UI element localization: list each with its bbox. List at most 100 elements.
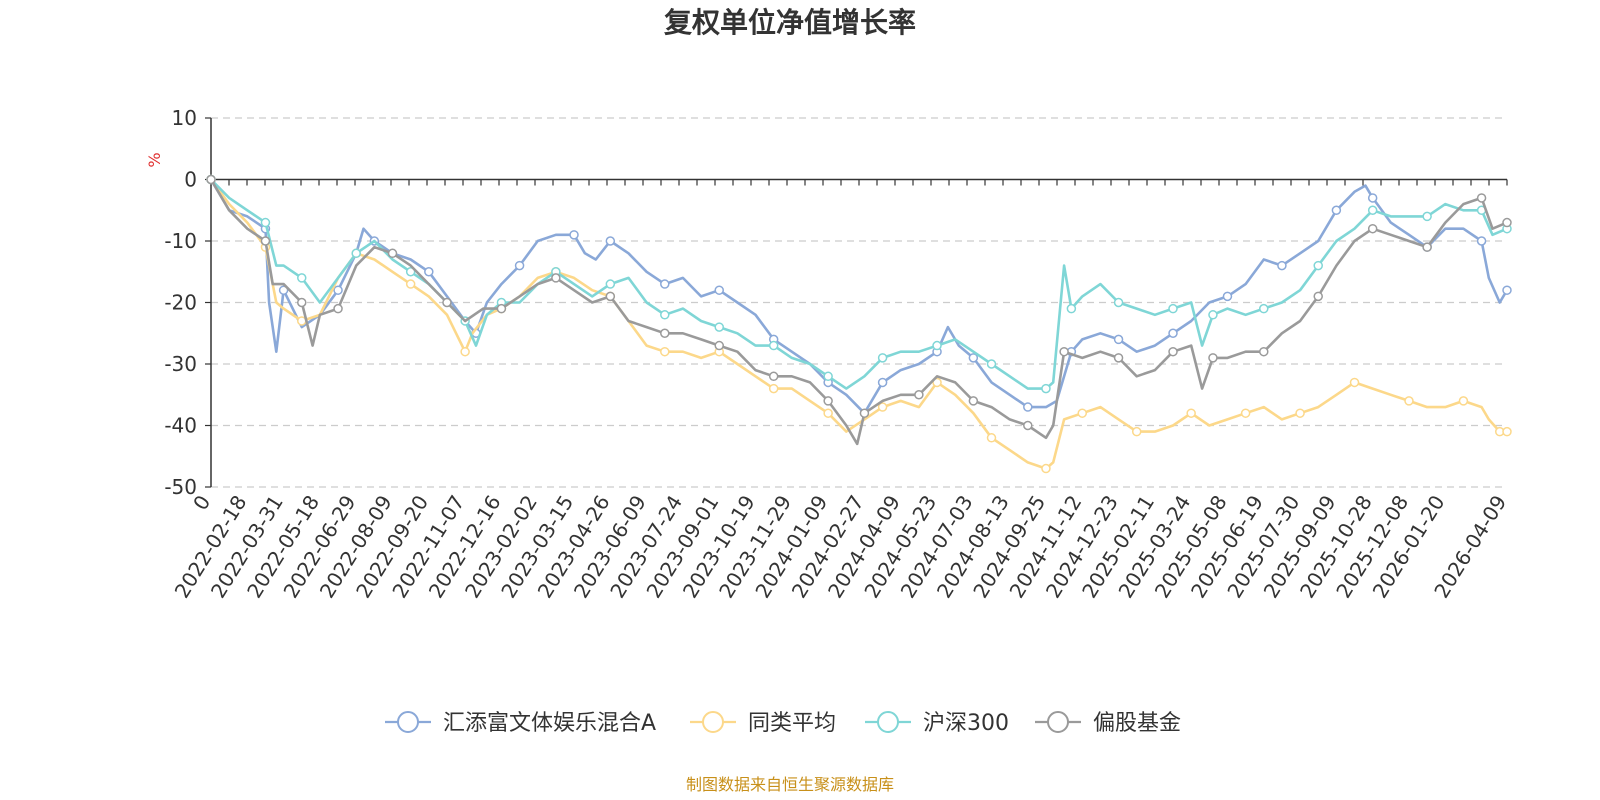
y-axis-unit: %: [145, 152, 164, 167]
legend-item-0[interactable]: 汇添富文体娱乐混合A: [385, 711, 656, 736]
series-line-0: [209, 178, 1509, 415]
series-point: [1331, 205, 1342, 215]
series-point: [260, 236, 271, 246]
legend-item-2[interactable]: 沪深300: [865, 711, 1009, 736]
series-point: [1367, 223, 1378, 234]
legend[interactable]: 汇添富文体娱乐混合A 同类平均 沪深300 偏股基金: [385, 711, 1181, 736]
series-point: [968, 396, 979, 406]
series-point: [1502, 426, 1512, 437]
series-point: [823, 396, 833, 406]
series-point: [1113, 353, 1124, 363]
series-point: [1208, 310, 1218, 320]
series-point: [1259, 303, 1269, 314]
series-point: [387, 248, 398, 259]
legend-swatch-marker: [397, 711, 419, 733]
series-point: [1259, 346, 1269, 357]
series-point: [714, 285, 724, 295]
series-point: [823, 371, 833, 382]
y-tick-label: 10: [172, 106, 197, 130]
series-point: [1313, 291, 1323, 302]
legend-item-1[interactable]: 同类平均: [690, 711, 836, 736]
legend-label: 沪深300: [923, 711, 1009, 736]
series-point: [1131, 426, 1142, 437]
series-point: [1313, 260, 1323, 271]
series-point: [714, 340, 724, 351]
series-point: [569, 230, 579, 240]
series-point: [877, 353, 888, 363]
series-point: [1208, 353, 1218, 363]
x-tick-label: 0: [188, 491, 215, 515]
series-point: [333, 285, 343, 295]
series-lines: [206, 174, 1512, 474]
series-point: [278, 285, 289, 295]
series-line-1: [209, 178, 1507, 470]
legend-swatch-marker: [702, 711, 724, 733]
series-point: [1476, 236, 1487, 246]
y-tick-label: -20: [164, 291, 197, 315]
series-point: [1077, 408, 1088, 418]
series-point: [1113, 334, 1124, 345]
series-point: [605, 236, 616, 246]
y-tick-label: -40: [164, 414, 197, 438]
series-point: [206, 174, 216, 185]
series-point: [1295, 408, 1305, 418]
series-point: [859, 408, 870, 418]
series-point: [932, 377, 942, 388]
series-point: [914, 390, 924, 400]
series-point: [877, 402, 888, 412]
series-point: [1168, 303, 1178, 314]
y-tick-label: -50: [164, 475, 197, 499]
series-point: [333, 303, 343, 314]
series-point: [1168, 328, 1178, 338]
series-line-2: [210, 178, 1508, 390]
series-point: [1422, 242, 1432, 252]
series-point: [297, 297, 307, 308]
series-point: [660, 346, 670, 357]
series-point: [1240, 408, 1251, 418]
y-tick-label: -10: [164, 229, 197, 253]
series-point: [1023, 402, 1033, 412]
series-point: [514, 260, 525, 271]
series-point: [1222, 291, 1233, 302]
data-source-note: 制图数据来自恒生聚源数据库: [686, 775, 894, 794]
series-point: [714, 322, 724, 332]
y-tick-label: -30: [164, 352, 197, 376]
series-point: [1476, 193, 1487, 203]
series-point: [1168, 346, 1178, 357]
series-point: [1066, 303, 1077, 314]
series-point: [551, 273, 561, 283]
series-point: [1023, 420, 1033, 431]
series-point: [1041, 383, 1051, 394]
series-point: [605, 279, 616, 289]
series-point: [877, 377, 888, 388]
series-point: [1186, 408, 1196, 418]
series-point: [1367, 205, 1378, 215]
series-point: [1349, 377, 1360, 388]
series-point: [1422, 211, 1432, 222]
series-point: [1458, 396, 1469, 406]
series-point: [986, 433, 997, 443]
series-point: [605, 291, 616, 302]
legend-label: 同类平均: [748, 711, 836, 736]
series-point: [424, 267, 434, 277]
series-point: [932, 340, 942, 351]
series-point: [1367, 193, 1378, 203]
series-line-3: [209, 178, 1508, 446]
legend-swatch-marker: [877, 711, 899, 733]
series-point: [442, 297, 452, 308]
series-point: [297, 273, 307, 283]
series-point: [1502, 285, 1512, 295]
axes: 100-10-20-30-40-5002022-02-182022-03-312…: [164, 106, 1511, 602]
series-point: [1113, 297, 1124, 308]
y-tick-label: 0: [184, 168, 197, 192]
series-point: [823, 408, 833, 418]
legend-swatch-marker: [1047, 711, 1069, 733]
series-point: [260, 217, 271, 228]
chart-title: 复权单位净值增长率: [664, 6, 916, 39]
legend-item-3[interactable]: 偏股基金: [1035, 711, 1181, 736]
series-point: [1404, 396, 1414, 406]
series-point: [1502, 217, 1512, 228]
series-point: [496, 303, 507, 314]
legend-label: 汇添富文体娱乐混合A: [443, 711, 656, 736]
series-point: [1277, 260, 1287, 271]
